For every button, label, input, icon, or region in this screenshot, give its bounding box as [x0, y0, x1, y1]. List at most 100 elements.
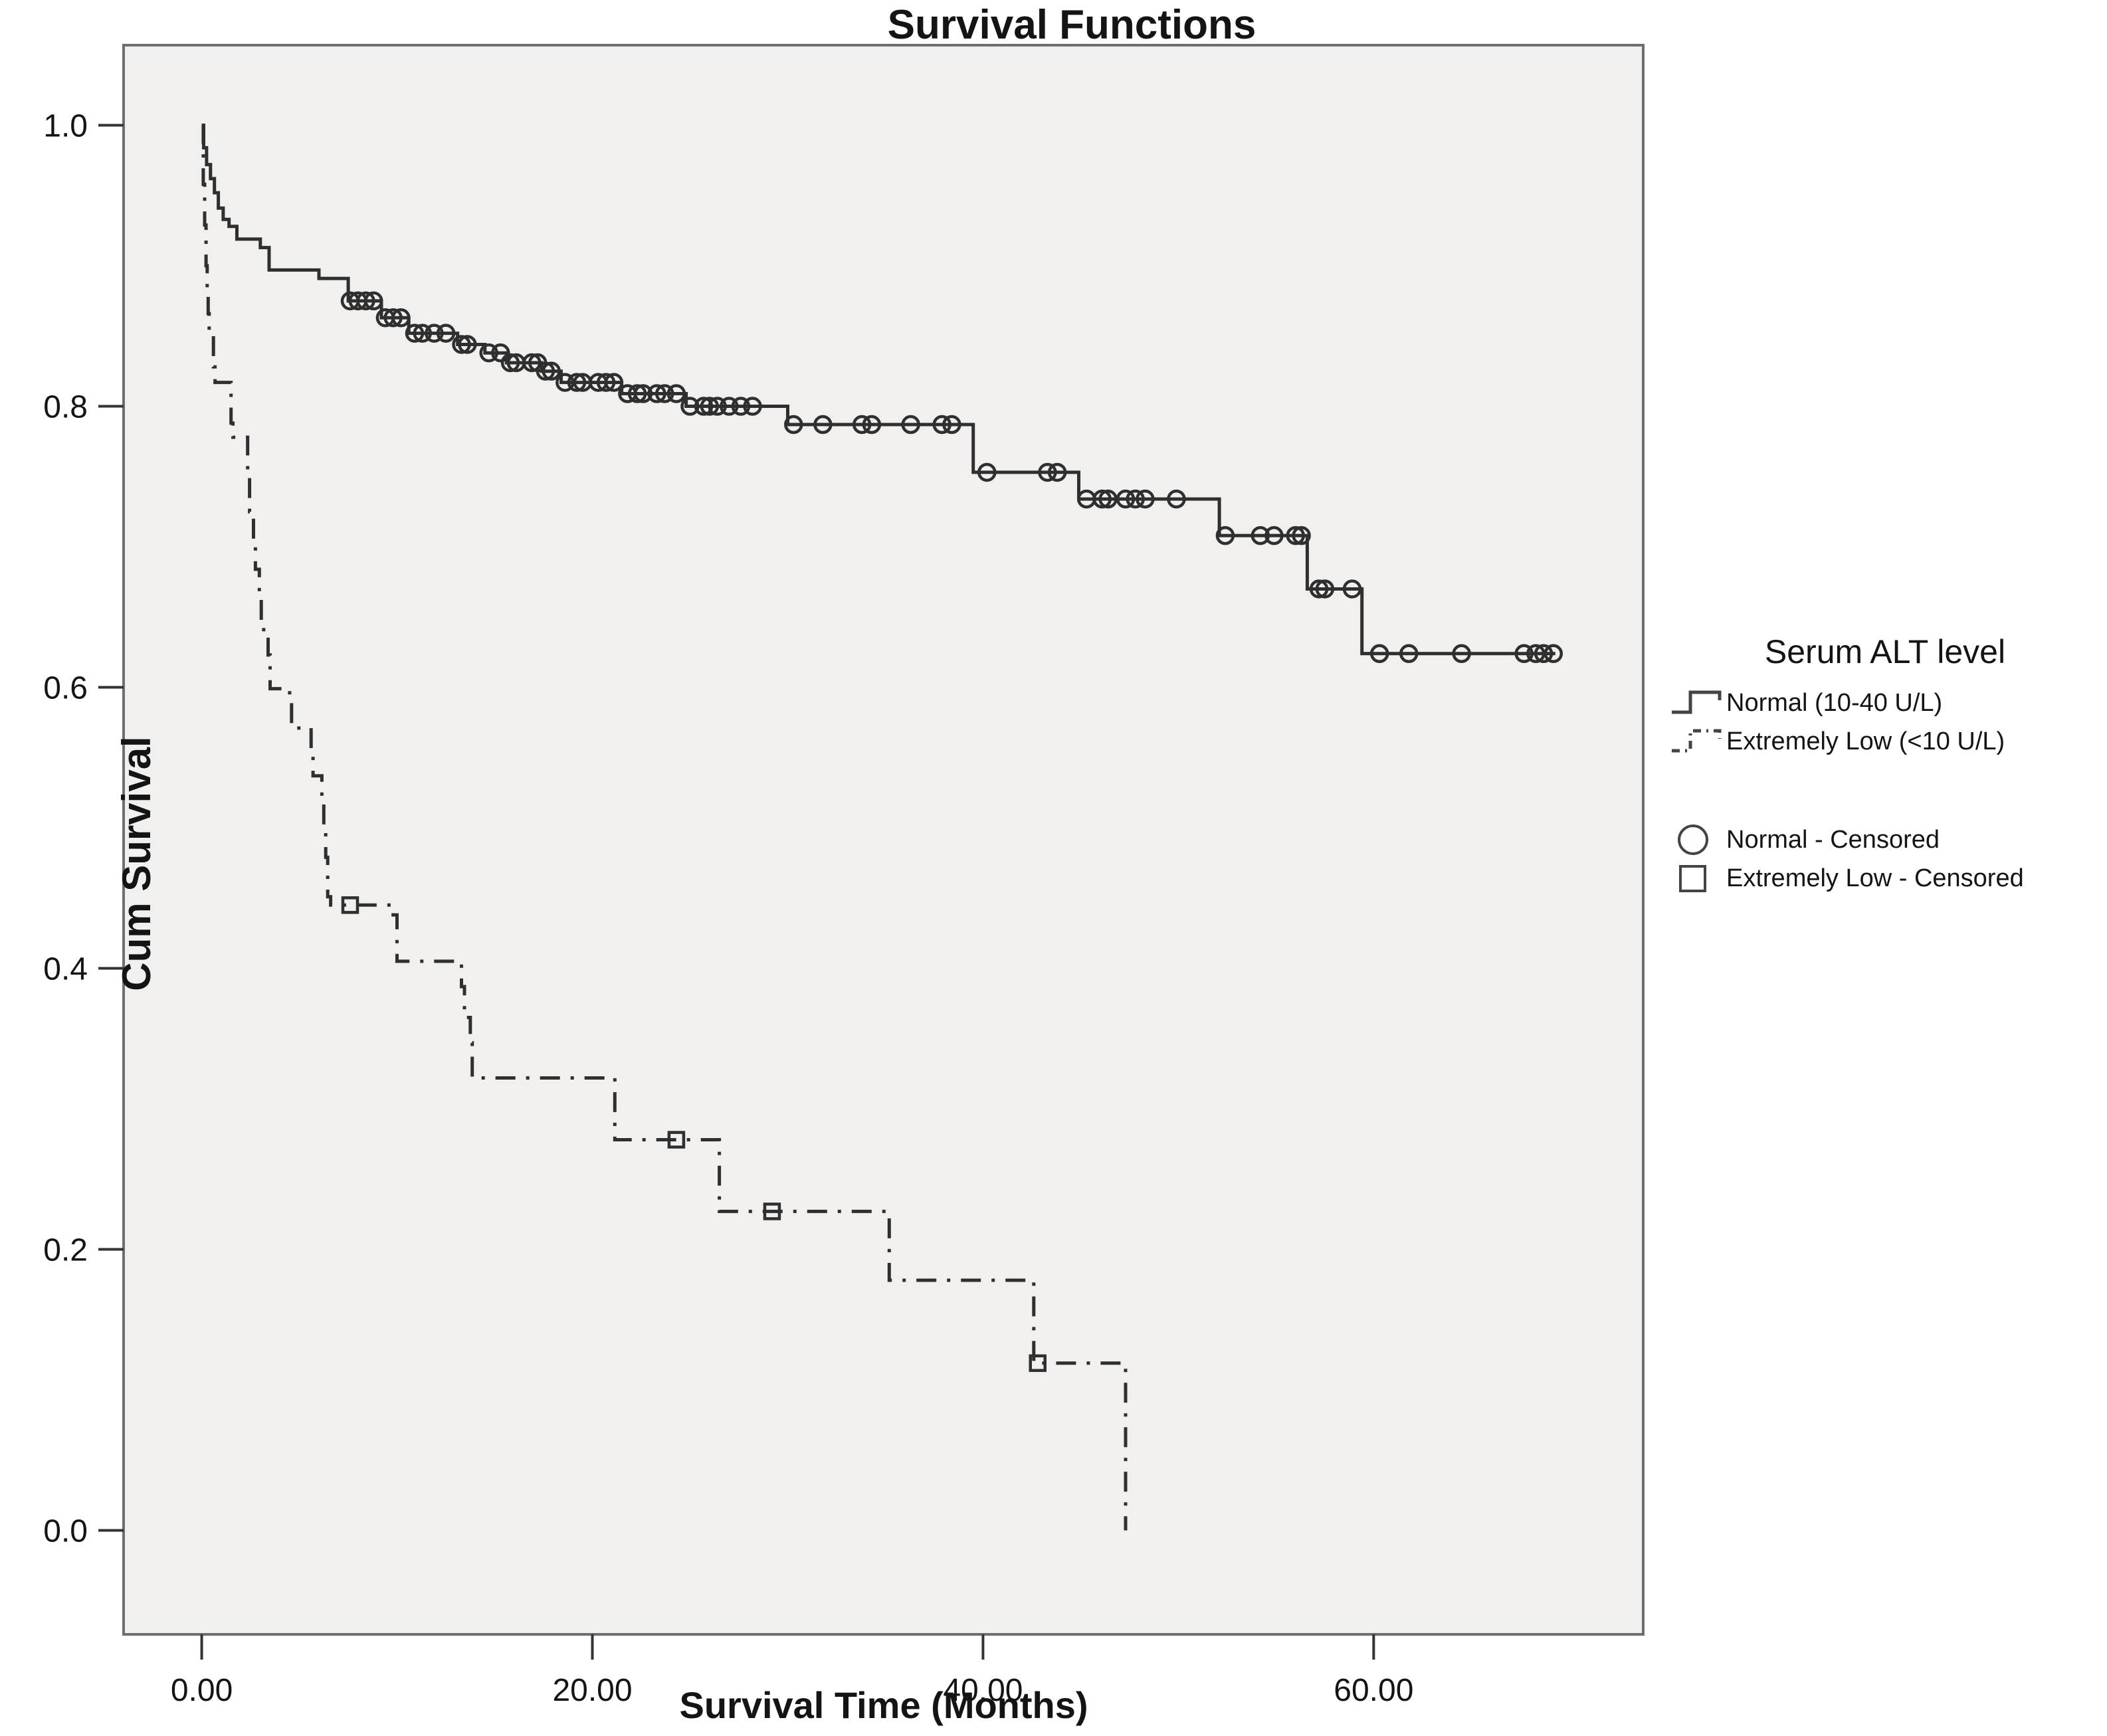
censor-circle	[1544, 644, 1563, 664]
censor-circle	[405, 324, 425, 343]
censor-square	[667, 1131, 686, 1149]
censor-circle	[479, 343, 498, 363]
legend-title: Serum ALT level	[1764, 633, 2006, 670]
censor-circle	[1514, 644, 1534, 664]
censor-circle	[1399, 644, 1419, 664]
censor-circle	[500, 353, 520, 373]
censor-circle	[1526, 644, 1546, 664]
censor-circle	[1286, 526, 1306, 545]
censor-circle	[413, 324, 433, 343]
censor-circle	[458, 335, 477, 354]
censor-circle	[901, 415, 920, 434]
censor-circle	[655, 384, 674, 403]
legend-censored-row: Normal - Censored	[1669, 820, 2101, 859]
censored-circle-icon	[1678, 824, 1708, 855]
censor-circle	[1309, 579, 1329, 599]
legend-key	[1669, 684, 1726, 722]
x-tick-label: 60.00	[1334, 1673, 1413, 1708]
censor-circle	[813, 415, 833, 434]
x-tick-label: 40.00	[943, 1673, 1023, 1708]
legend-label: Normal - Censored	[1726, 825, 1940, 854]
censor-circle	[436, 324, 456, 343]
censor-square	[341, 896, 359, 914]
censor-circle	[1342, 579, 1362, 599]
censor-circle	[391, 308, 411, 328]
censor-circle	[536, 361, 555, 381]
censor-circle	[1215, 526, 1235, 545]
legend-series-rows: Normal (10-40 U/L) Extremely Low (<10 U/L…	[1669, 684, 2101, 761]
plot-area	[124, 45, 1643, 1634]
legend-label: Extremely Low - Censored	[1726, 864, 2024, 892]
censor-circle	[633, 384, 653, 403]
x-tick-label: 0.00	[171, 1673, 233, 1708]
censor-circle	[694, 397, 714, 416]
x-tick-label: 20.00	[552, 1673, 632, 1708]
censor-circle	[1264, 526, 1284, 545]
censor-circle	[647, 384, 666, 403]
legend-key	[1669, 860, 1726, 897]
x-axis-ticks: 0.00 20.00 40.00 60.00	[171, 1634, 1413, 1708]
censor-circle	[1047, 462, 1067, 482]
legend-censored-rows: Normal - Censored Extremely Low - Censore…	[1669, 820, 2101, 898]
censor-marks-extremely-low	[341, 896, 1047, 1373]
censor-circle	[743, 397, 762, 416]
legend-label: Normal (10-40 U/L)	[1726, 688, 1943, 717]
censor-circle	[356, 291, 375, 311]
y-tick-label: 1.0	[43, 109, 88, 144]
censor-circle	[666, 384, 686, 403]
censor-circle	[567, 373, 587, 392]
censor-circle	[604, 373, 624, 392]
chart-title: Survival Functions	[887, 2, 1256, 48]
censor-circle	[784, 415, 803, 434]
y-tick-label: 0.2	[43, 1233, 88, 1268]
censor-circle	[708, 397, 727, 416]
censor-circle	[425, 324, 444, 343]
censored-square-icon	[1679, 865, 1706, 892]
censor-circle	[862, 415, 882, 434]
censor-circle	[932, 415, 952, 434]
legend: Serum ALT level Normal (10-40 U/L) Extrem…	[1669, 628, 2101, 898]
censor-circle	[977, 462, 997, 482]
censor-circle	[452, 335, 471, 354]
y-axis-title: Cum Survival	[114, 736, 159, 991]
censor-circle	[1292, 526, 1311, 545]
censor-circle	[1167, 489, 1186, 509]
censor-square	[763, 1203, 781, 1220]
censor-circle	[852, 415, 872, 434]
censor-circle	[731, 397, 751, 416]
y-tick-label: 0.4	[43, 952, 88, 987]
curve-normal	[201, 124, 1555, 656]
censor-circle	[491, 343, 510, 363]
legend-label: Extremely Low (<10 U/L)	[1726, 727, 2005, 755]
censor-circle	[1452, 644, 1471, 664]
y-tick-label: 0.6	[43, 671, 88, 706]
censor-circle	[522, 353, 542, 373]
plot-border	[122, 44, 1645, 1636]
legend-censored-row: Extremely Low - Censored	[1669, 859, 2101, 898]
censor-circle	[1369, 644, 1389, 664]
y-tick-label: 0.8	[43, 390, 88, 425]
censor-circle	[680, 397, 700, 416]
censor-circle	[1098, 489, 1118, 509]
censor-circle	[555, 373, 575, 392]
censor-circle	[627, 384, 647, 403]
legend-series-row: Extremely Low (<10 U/L)	[1669, 722, 2101, 761]
censor-circle	[1092, 489, 1112, 509]
censor-circle	[1126, 489, 1145, 509]
censor-circle	[720, 397, 739, 416]
legend-series-row: Normal (10-40 U/L)	[1669, 684, 2101, 722]
censor-circle	[1534, 644, 1554, 664]
y-tick-label: 0.0	[43, 1513, 88, 1549]
legend-key	[1669, 723, 1726, 760]
censor-circle	[1136, 489, 1155, 509]
censor-circle	[1315, 579, 1335, 599]
censor-circle	[1116, 489, 1136, 509]
dash-dot-step-line-icon	[1672, 729, 1722, 753]
solid-step-line-icon	[1672, 690, 1722, 714]
censor-circle	[700, 397, 720, 416]
censor-circle	[364, 291, 383, 311]
censor-circle	[1251, 526, 1270, 545]
censor-square	[1029, 1354, 1047, 1373]
censor-marks-normal	[340, 291, 1563, 664]
